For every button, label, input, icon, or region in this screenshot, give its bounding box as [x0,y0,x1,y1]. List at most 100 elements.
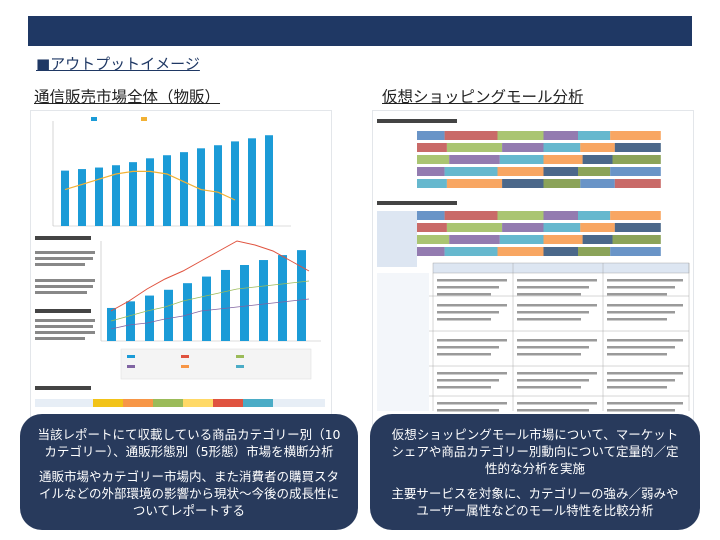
table-text-line [517,311,589,314]
right-column-title: 仮想ショッピングモール分析 [382,88,584,106]
share-segment [449,155,500,164]
table-text-line [517,286,589,289]
share-segment [417,155,450,164]
table-text-line [517,409,589,412]
share-segment [499,235,544,244]
upper-bar [78,169,86,226]
share-segment [543,223,581,232]
table-text-line [607,379,675,382]
table-text-line [437,311,499,314]
table-text-line [437,286,499,289]
upper-bar [197,148,205,226]
share-segment [446,223,503,232]
share-segment [543,143,581,152]
lower-bar [164,289,173,341]
share-segment [578,211,611,220]
share-segment [543,131,578,140]
table-text-line [517,353,581,356]
share-segment [612,155,661,164]
table-text-line [607,311,675,314]
lower-bar [126,301,135,341]
share-segment [502,179,544,188]
share-segment [612,235,661,244]
lower-bar [221,269,230,341]
table-text-line [437,386,491,389]
table-text-line [437,353,491,356]
table-text-line [607,402,683,405]
share-segment [446,179,503,188]
lower-bar [240,265,249,341]
market-report-callout: 当該レポートにて収載している商品カテゴリー別（10カテゴリー）、通販形態別（5形… [20,414,358,530]
share-segment [417,235,450,244]
share-segment [578,131,611,140]
table-text-line [607,346,675,349]
share-segment [610,211,661,220]
table-text-line [437,304,507,307]
share-segment [497,211,544,220]
table-text-line [517,346,589,349]
share-segment [580,143,615,152]
table-text-line [517,386,581,389]
table-text-line [607,409,675,412]
table-text-line [517,279,597,282]
share-segment [417,179,447,188]
market-callout-line1: 当該レポートにて収載している商品カテゴリー別（10カテゴリー）、通販形態別（5形… [37,427,341,459]
share-segment [502,143,544,152]
lower-bar [202,276,211,341]
share-segment [543,155,583,164]
table-text-line [437,402,507,405]
table-text-line [607,318,667,321]
table-text-line [437,293,491,296]
table-text-line [517,318,581,321]
table-text-line [517,293,581,296]
lower-bar [278,255,287,341]
share-segment [578,247,611,256]
upper-bar [146,158,154,226]
upper-bar [248,138,256,226]
table-text-line [517,339,597,342]
share-segment [610,131,661,140]
share-segment [582,155,613,164]
share-segment [499,155,544,164]
table-text-line [607,372,683,375]
table-text-line [437,339,507,342]
upper-bar [112,165,120,226]
lower-bar [107,307,116,341]
share-segment [614,143,661,152]
lower-bar [259,260,268,341]
table-text-line [437,346,499,349]
share-segment [543,235,583,244]
share-segment [580,223,615,232]
share-segment [543,247,578,256]
upper-bar [163,155,171,226]
share-segment [417,211,445,220]
share-segment [582,235,613,244]
share-segment [502,223,544,232]
share-segment [614,179,661,188]
table-text-line [607,293,667,296]
table-text-line [437,279,507,282]
table-text-line [517,304,597,307]
share-segment [614,223,661,232]
market-callout-line2: 通販市場やカテゴリー市場内、また消費者の購買スタイルなどの外部環境の影響から現状… [38,469,339,518]
upper-bar [180,152,188,226]
share-segment [444,247,498,256]
upper-bar [265,135,273,226]
share-segment [417,143,447,152]
share-segment [580,179,615,188]
mall-analysis-callout: 仮想ショッピングモール市場について、マーケットシェアや商品カテゴリー別動向につい… [370,414,700,530]
share-segment [497,131,544,140]
upper-bar [61,170,69,226]
table-text-line [517,379,589,382]
share-segment [543,211,578,220]
lower-bar [183,283,192,341]
section-heading: ■アウトプットイメージ [36,55,200,73]
header-bar [28,16,692,46]
table-text-line [607,279,683,282]
share-segment [417,247,445,256]
share-segment [543,179,581,188]
upper-trend-line [64,170,236,201]
share-segment [497,167,544,176]
share-segment [417,131,445,140]
share-segment [610,247,661,256]
